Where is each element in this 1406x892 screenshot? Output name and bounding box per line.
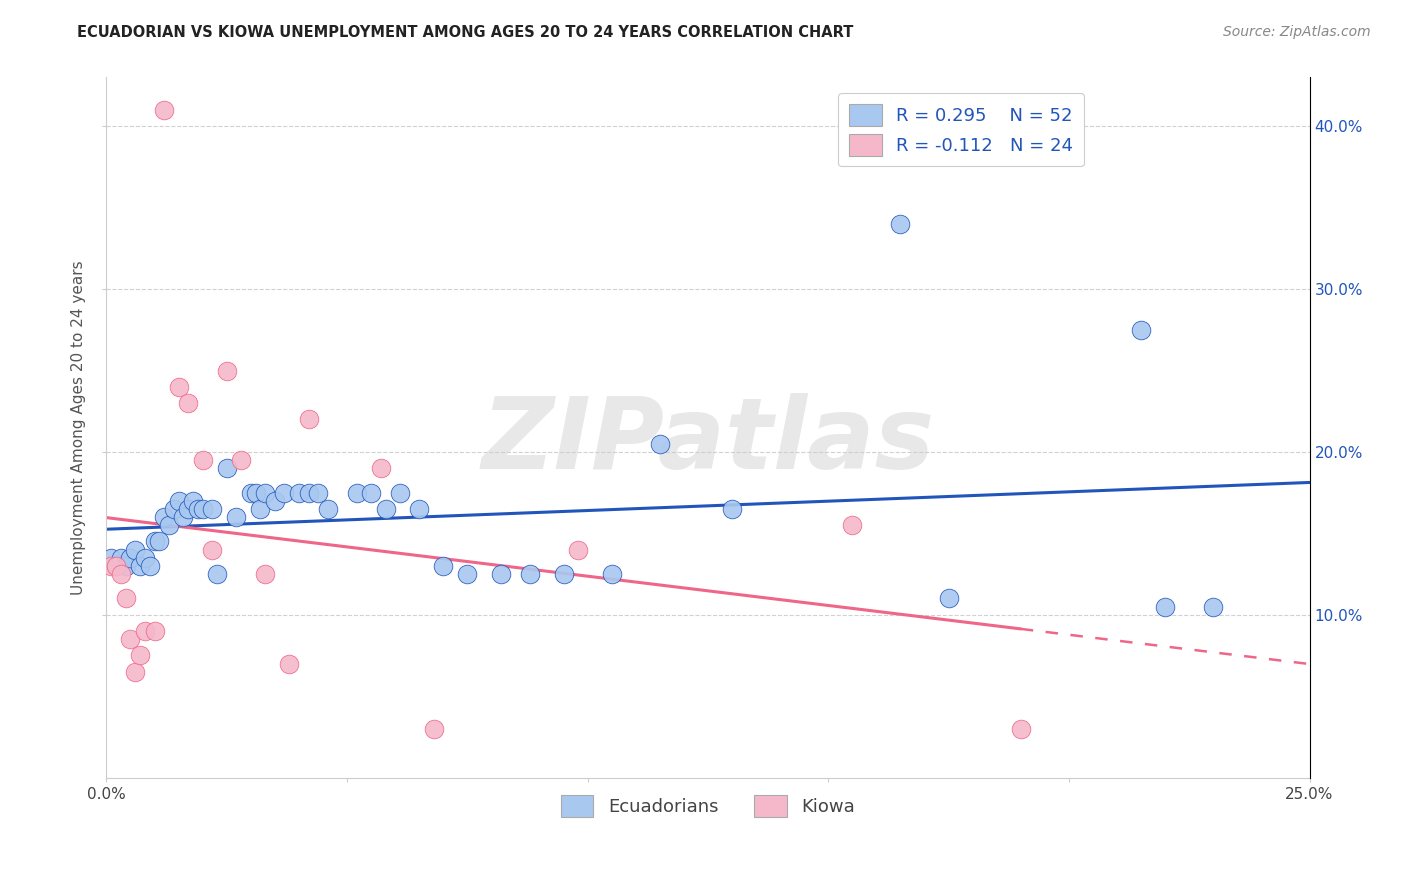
Point (519, 567, 541, 582)
Point (167, 380, 190, 394)
Point (841, 518, 863, 533)
Point (346, 485, 368, 500)
Point (889, 217, 911, 231)
Point (138, 558, 160, 573)
Point (167, 493, 190, 508)
Point (201, 502, 224, 516)
Point (225, 510, 247, 524)
Y-axis label: Unemployment Among Ages 20 to 24 years: Unemployment Among Ages 20 to 24 years (72, 260, 86, 595)
Point (110, 567, 132, 582)
Point (1130, 323, 1153, 337)
Point (148, 534, 170, 549)
Point (181, 493, 204, 508)
Point (105, 558, 128, 573)
Point (114, 558, 136, 573)
Point (370, 461, 392, 475)
Point (374, 502, 396, 516)
Text: Source: ZipAtlas.com: Source: ZipAtlas.com (1223, 25, 1371, 39)
Point (408, 502, 430, 516)
Point (110, 550, 132, 565)
Point (297, 485, 319, 500)
Point (1202, 599, 1225, 614)
Point (1010, 722, 1032, 736)
Point (456, 567, 478, 582)
Point (432, 558, 454, 573)
Point (489, 567, 512, 582)
Point (177, 396, 200, 410)
Point (316, 502, 339, 516)
Point (187, 502, 209, 516)
Point (205, 567, 228, 582)
Point (120, 632, 142, 647)
Point (215, 363, 238, 377)
Point (129, 648, 152, 663)
Text: ZIPatlas: ZIPatlas (481, 393, 935, 490)
Legend: Ecuadorians, Kiowa: Ecuadorians, Kiowa (554, 788, 862, 824)
Point (114, 591, 136, 606)
Point (249, 502, 271, 516)
Point (263, 493, 285, 508)
Point (553, 567, 575, 582)
Point (157, 518, 180, 533)
Point (124, 542, 146, 557)
Point (191, 453, 214, 467)
Point (129, 558, 152, 573)
Point (120, 550, 142, 565)
Point (245, 485, 267, 500)
Point (254, 567, 277, 582)
Point (100, 550, 122, 565)
Point (278, 657, 301, 671)
Point (273, 485, 295, 500)
Point (239, 485, 262, 500)
Point (360, 485, 382, 500)
Point (721, 502, 744, 516)
Point (100, 558, 122, 573)
Point (288, 485, 311, 500)
Point (191, 502, 214, 516)
Point (163, 502, 186, 516)
Point (938, 591, 960, 606)
Point (307, 485, 329, 500)
Point (153, 510, 176, 524)
Point (388, 485, 411, 500)
Point (297, 412, 319, 426)
Point (143, 624, 166, 638)
Point (254, 485, 277, 500)
Point (600, 567, 623, 582)
Point (215, 461, 238, 475)
Text: ECUADORIAN VS KIOWA UNEMPLOYMENT AMONG AGES 20 TO 24 YEARS CORRELATION CHART: ECUADORIAN VS KIOWA UNEMPLOYMENT AMONG A… (77, 25, 853, 40)
Point (124, 665, 146, 679)
Point (143, 534, 166, 549)
Point (172, 510, 194, 524)
Point (567, 542, 589, 557)
Point (648, 437, 671, 451)
Point (105, 558, 128, 573)
Point (231, 453, 253, 467)
Point (201, 542, 224, 557)
Point (134, 550, 156, 565)
Point (422, 722, 444, 736)
Point (134, 624, 156, 638)
Point (177, 502, 200, 516)
Point (1154, 599, 1177, 614)
Point (153, 103, 176, 117)
